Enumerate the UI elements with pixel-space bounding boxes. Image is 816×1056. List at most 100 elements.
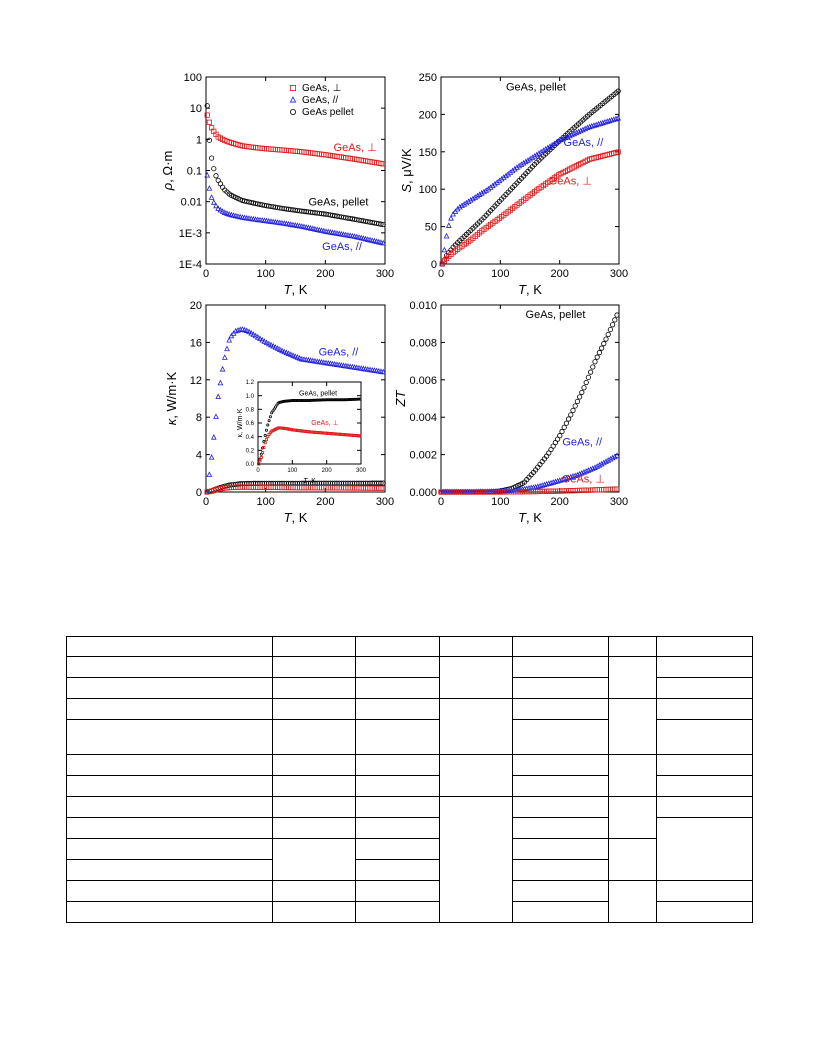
data-point [224, 345, 230, 352]
data-point [441, 246, 448, 253]
y-tick-label: 1.2 [246, 380, 255, 386]
data-point [345, 398, 349, 402]
table-cell [512, 698, 609, 720]
y-axis-label: ZT [393, 390, 408, 408]
series [439, 149, 621, 267]
table-row [66, 901, 753, 923]
table-cell [272, 656, 356, 678]
table-cell [66, 838, 273, 860]
table-row [66, 817, 753, 881]
data-point [557, 433, 563, 439]
table-cell [656, 880, 753, 902]
x-axis-label: T, K [284, 510, 308, 525]
data-point [378, 480, 384, 486]
table-row [66, 838, 753, 881]
plot-frame [440, 304, 620, 493]
table-cell [656, 636, 753, 657]
data-point [505, 170, 512, 177]
data-point [607, 455, 614, 462]
x-tick-label: 100 [256, 268, 274, 280]
table-cell [512, 754, 609, 776]
y-tick-label: 10 [190, 103, 202, 115]
resistivity-chart: 0 100 200 300 1E-4 1E-3 0.01 0.1 1 10 100 T, K ρ, Ω·… [160, 72, 394, 297]
table-row [66, 880, 753, 923]
data-point [354, 397, 358, 401]
data-point [587, 466, 594, 472]
table-cell [355, 719, 440, 755]
data-point [294, 354, 301, 360]
table-cell [656, 677, 753, 699]
zt-chart: 0 100 200 300 0.000 0.002 0.004 0.006 0.008 0.010… [393, 300, 628, 525]
data-point [605, 457, 612, 463]
legend-label: GeAs pellet [302, 107, 354, 118]
data-point [314, 398, 318, 402]
data-point [553, 139, 560, 145]
data-point [614, 486, 620, 492]
data-point [208, 194, 215, 200]
table-cell [512, 901, 609, 923]
data-point [522, 158, 529, 165]
data-point [463, 199, 470, 206]
table-cell [512, 719, 609, 755]
data-point [527, 155, 534, 162]
x-tick-label: 300 [376, 496, 394, 508]
series [257, 397, 362, 466]
data-point [615, 149, 621, 155]
table-cell [355, 817, 440, 839]
data-point [217, 206, 224, 213]
table-row [66, 677, 753, 699]
data-point [509, 167, 516, 174]
data-point [264, 438, 268, 442]
data-point [204, 171, 211, 178]
table-cell [656, 719, 753, 755]
data-point [206, 137, 212, 143]
data-point [596, 462, 603, 468]
data-point [516, 162, 523, 169]
data-point [344, 398, 348, 402]
x-tick-label: 200 [322, 468, 333, 474]
data-point [483, 187, 490, 193]
data-point [456, 203, 463, 210]
legend-label: GeAs, ⊥ [302, 83, 341, 94]
data-point [465, 198, 472, 204]
data-point [511, 165, 518, 172]
data-point [340, 398, 344, 402]
table-cell [656, 796, 753, 818]
y-tick-label: 0.01 [181, 197, 202, 209]
data-point [283, 399, 287, 403]
series-annotation: GeAs, // [564, 137, 605, 149]
data-point [324, 398, 328, 402]
data-point [582, 125, 589, 132]
y-tick-label: 1 [196, 134, 202, 146]
data-point [603, 336, 609, 342]
y-tick-label: 0.008 [409, 337, 437, 349]
table-cell [608, 838, 657, 881]
table-cell [512, 838, 609, 860]
data-point [574, 471, 581, 478]
table-cell [656, 817, 753, 881]
data-point [481, 188, 487, 195]
data-point [226, 336, 233, 343]
y-tick-label: 200 [419, 109, 437, 121]
table-cell [355, 636, 440, 657]
data-point [283, 349, 290, 356]
data-point [581, 385, 587, 391]
y-tick-label: 0.010 [409, 300, 437, 312]
data-point [262, 445, 266, 449]
table-cell [66, 754, 273, 776]
data-point [323, 398, 327, 402]
thermal-conductivity-inset: 0 100 200 300 0.0 0.2 0.4 0.6 0.8 1.0 1.2 T, K κ, W/… [237, 380, 367, 485]
table-cell [66, 636, 273, 657]
data-point [584, 124, 591, 131]
y-tick-label: 150 [419, 147, 437, 159]
y-tick-label: 0.8 [246, 407, 255, 413]
y-axis-label: κ, W/m·K [164, 371, 179, 425]
data-point [211, 166, 217, 172]
data-point [208, 454, 215, 460]
y-tick-label: 250 [419, 72, 437, 84]
table-cell [439, 656, 513, 699]
data-point [254, 334, 261, 340]
data-point [353, 397, 357, 401]
table-cell [272, 754, 356, 776]
